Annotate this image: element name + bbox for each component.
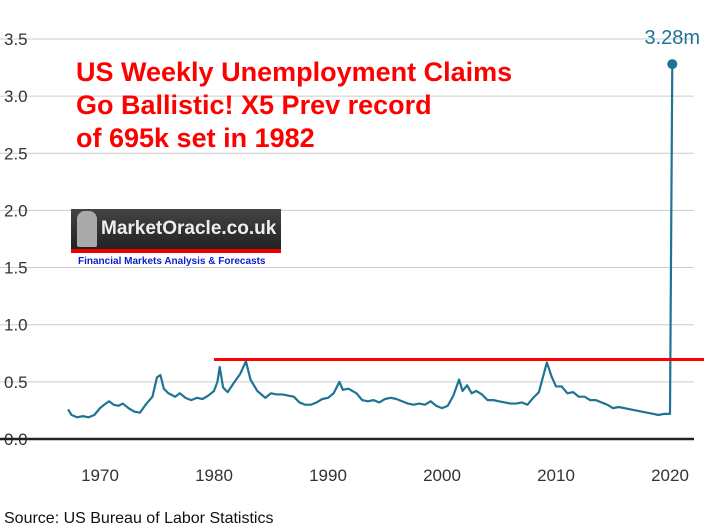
headline-line: US Weekly Unemployment Claims: [76, 57, 513, 87]
x-tick-label: 2020: [651, 466, 689, 485]
statue-icon: [77, 211, 97, 247]
logo-tagline: Financial Markets Analysis & Forecasts: [78, 256, 266, 267]
x-tick-label: 1980: [195, 466, 233, 485]
claims-line: [67, 64, 674, 419]
y-tick-label: 2.0: [4, 201, 28, 220]
y-tick-label: 2.5: [4, 144, 28, 163]
headline-line: Go Ballistic! X5 Prev record: [76, 90, 432, 120]
peak-label: 3.28m: [644, 27, 700, 49]
x-tick-label: 2000: [423, 466, 461, 485]
headline-line: of 695k set in 1982: [76, 123, 315, 153]
x-tick-label: 2010: [537, 466, 575, 485]
y-tick-label: 3.0: [4, 87, 28, 106]
marketoracle-logo: MarketOracle.co.uk: [71, 209, 281, 253]
y-tick-label: 1.5: [4, 259, 28, 278]
x-tick-label: 1990: [309, 466, 347, 485]
y-tick-label: 1.0: [4, 316, 28, 335]
peak-point: [667, 59, 678, 70]
logo-name: MarketOracle.co.uk: [101, 218, 277, 239]
x-tick-label: 1970: [81, 466, 119, 485]
y-tick-label: 3.5: [4, 30, 28, 49]
y-tick-label: 0.5: [4, 373, 28, 392]
headline: US Weekly Unemployment Claims Go Ballist…: [76, 56, 616, 155]
source-note: Source: US Bureau of Labor Statistics: [4, 510, 274, 527]
